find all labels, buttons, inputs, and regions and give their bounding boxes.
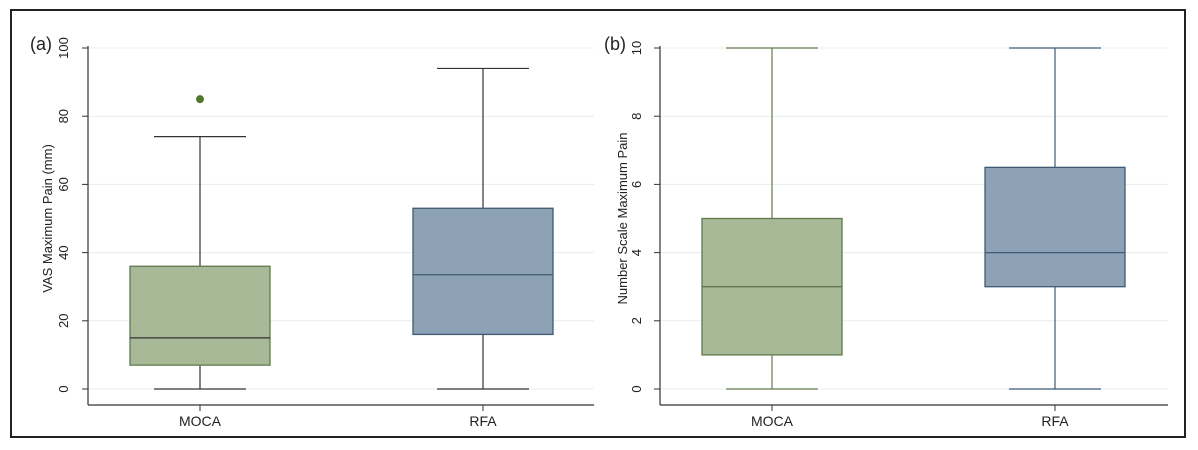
y-axis-title: VAS Maximum Pain (mm) [40, 144, 55, 293]
y-tick-label: 2 [629, 317, 644, 324]
y-tick-label: 40 [56, 245, 71, 259]
y-axis-title: Number Scale Maximum Pain [615, 133, 630, 305]
panel-label: (a) [30, 34, 52, 54]
y-tick-label: 0 [629, 385, 644, 392]
panel-a: 0 20 40 60 80 100 MOCA RFA VAS Maximum Pain (mm)… [30, 34, 594, 429]
y-tick-label: 60 [56, 177, 71, 191]
box-rfa [984, 166, 1126, 288]
panel-b: 0 2 4 6 8 10 MOCA RFA Number Scale Maximum Pain (… [604, 34, 1168, 429]
y-tick-label: 20 [56, 314, 71, 328]
y-tick-label: 6 [629, 181, 644, 188]
x-tick-label: RFA [469, 413, 497, 429]
y-tick-label: 100 [56, 37, 71, 59]
y-tick-label: 80 [56, 109, 71, 123]
x-tick-label: MOCA [179, 413, 222, 429]
outlier-point [196, 95, 204, 104]
x-tick-label: RFA [1041, 413, 1069, 429]
y-tick-label: 8 [629, 113, 644, 120]
box-rfa [412, 207, 554, 336]
y-tick-label: 0 [56, 385, 71, 392]
x-tick-label: MOCA [751, 413, 794, 429]
figure-frame [10, 9, 1186, 438]
y-tick-label: 4 [629, 249, 644, 256]
box-moca [129, 265, 271, 366]
panel-label: (b) [604, 34, 626, 54]
y-tick-label: 10 [629, 41, 644, 55]
